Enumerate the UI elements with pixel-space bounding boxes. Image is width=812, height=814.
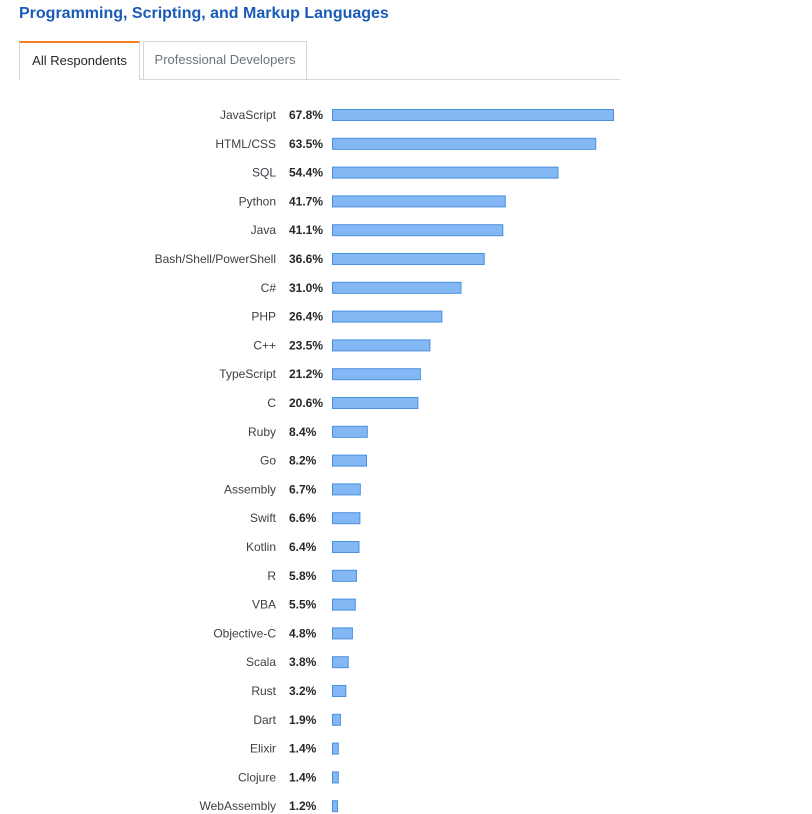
- category-label: Python: [239, 194, 276, 208]
- category-label: SQL: [252, 166, 276, 180]
- bar: [332, 685, 347, 697]
- category-label: TypeScript: [219, 367, 276, 381]
- value-label: 21.2%: [289, 367, 323, 381]
- value-label: 8.4%: [289, 425, 317, 439]
- bar: [332, 742, 339, 755]
- value-label: 8.2%: [289, 454, 317, 468]
- value-label: 41.7%: [289, 194, 323, 208]
- value-label: 1.4%: [289, 770, 317, 784]
- bar: [332, 339, 431, 352]
- category-label: Kotlin: [246, 540, 276, 554]
- category-label: Objective-C: [213, 626, 276, 640]
- category-label: Rust: [251, 684, 276, 698]
- category-label: Bash/Shell/PowerShell: [155, 252, 276, 266]
- value-label: 4.8%: [289, 626, 317, 640]
- value-label: 54.4%: [289, 166, 323, 180]
- value-label: 26.4%: [289, 310, 323, 324]
- value-label: 6.6%: [289, 511, 317, 525]
- bar: [332, 569, 357, 582]
- value-label: 67.8%: [289, 108, 323, 122]
- value-label: 20.6%: [289, 396, 323, 410]
- bar: [332, 512, 361, 525]
- bar: [332, 598, 356, 611]
- value-label: 3.8%: [289, 655, 317, 669]
- bar: [332, 310, 443, 323]
- value-label: 1.4%: [289, 742, 317, 756]
- value-label: 5.8%: [289, 569, 317, 583]
- bar-chart: JavaScript 67.8% HTML/CSS 63.5% SQL 54.4% Pyth…: [155, 108, 614, 813]
- bar: [332, 397, 419, 409]
- value-label: 6.7%: [289, 482, 317, 496]
- value-label: 3.2%: [289, 684, 317, 698]
- bar: [332, 224, 504, 237]
- bar: [332, 771, 339, 784]
- value-label: 31.0%: [289, 281, 323, 295]
- value-label: 1.2%: [289, 799, 317, 813]
- category-label: Java: [251, 223, 277, 237]
- bar: [332, 713, 341, 726]
- category-label: HTML/CSS: [215, 137, 276, 151]
- category-label: R: [267, 569, 276, 583]
- category-label: C: [267, 396, 276, 410]
- value-label: 36.6%: [289, 252, 323, 266]
- value-label: 6.4%: [289, 540, 317, 554]
- bar: [332, 627, 353, 640]
- category-label: Elixir: [250, 742, 276, 756]
- category-label: VBA: [252, 598, 276, 612]
- category-label: Dart: [253, 713, 276, 727]
- bar: [332, 195, 506, 208]
- bar: [332, 109, 614, 121]
- bar: [332, 137, 597, 150]
- bar: [332, 368, 421, 381]
- category-label: Clojure: [238, 770, 276, 784]
- value-label: 23.5%: [289, 338, 323, 352]
- tab-bar: All Respondents Professional Developers: [19, 41, 620, 80]
- category-label: JavaScript: [220, 108, 277, 122]
- bar: [332, 800, 338, 813]
- value-label: 5.5%: [289, 598, 317, 612]
- value-label: 41.1%: [289, 223, 323, 237]
- category-label: Assembly: [224, 482, 276, 496]
- tab-all-respondents[interactable]: All Respondents: [19, 41, 140, 80]
- category-label: Go: [260, 454, 276, 468]
- bar: [332, 454, 367, 467]
- category-label: Ruby: [248, 425, 276, 439]
- bar: [332, 483, 361, 496]
- bar: [332, 425, 368, 438]
- category-label: Scala: [246, 655, 276, 669]
- bar: [332, 656, 349, 669]
- bar: [332, 253, 485, 265]
- bar: [332, 281, 462, 294]
- category-label: PHP: [251, 310, 276, 324]
- value-label: 1.9%: [289, 713, 317, 727]
- value-label: 63.5%: [289, 137, 323, 151]
- tab-professional-developers[interactable]: Professional Developers: [143, 41, 307, 79]
- category-label: Swift: [250, 511, 277, 525]
- bar: [332, 541, 360, 553]
- category-label: C++: [253, 338, 276, 352]
- category-label: C#: [261, 281, 277, 295]
- chart-title: Programming, Scripting, and Markup Langu…: [19, 5, 389, 22]
- bar: [332, 166, 559, 179]
- category-label: WebAssembly: [200, 799, 276, 813]
